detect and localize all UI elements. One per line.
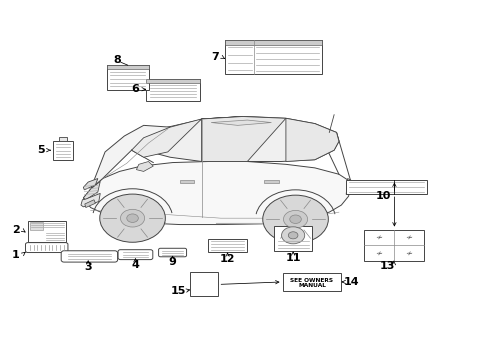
Polygon shape: [131, 116, 338, 161]
Polygon shape: [211, 120, 271, 125]
Circle shape: [287, 232, 297, 239]
Text: 9: 9: [168, 257, 176, 267]
Bar: [273, 226, 312, 251]
Bar: [106, 65, 149, 69]
Bar: [59, 137, 67, 141]
Polygon shape: [136, 161, 153, 171]
Text: 10: 10: [375, 191, 391, 201]
Polygon shape: [180, 180, 194, 183]
Text: 15: 15: [170, 286, 186, 296]
Text: 8: 8: [113, 55, 121, 65]
Bar: [345, 180, 426, 195]
Text: ≁: ≁: [405, 233, 411, 242]
Circle shape: [281, 227, 304, 244]
FancyBboxPatch shape: [118, 250, 152, 260]
Text: 14: 14: [343, 277, 359, 287]
Text: 5: 5: [37, 145, 45, 155]
Circle shape: [120, 209, 144, 227]
Bar: [363, 230, 423, 261]
Polygon shape: [85, 200, 95, 207]
Circle shape: [100, 194, 165, 242]
Text: 1: 1: [12, 250, 20, 260]
Bar: [207, 239, 247, 252]
Bar: [190, 272, 218, 296]
FancyBboxPatch shape: [26, 243, 68, 252]
Circle shape: [289, 215, 301, 223]
Bar: [146, 79, 200, 101]
Text: ≁: ≁: [405, 248, 411, 257]
Bar: [30, 222, 43, 230]
Circle shape: [283, 210, 307, 228]
Polygon shape: [131, 116, 242, 157]
Bar: [225, 40, 321, 74]
Polygon shape: [346, 178, 350, 195]
Circle shape: [126, 214, 138, 222]
Text: ≁: ≁: [375, 233, 382, 242]
Text: 12: 12: [219, 254, 235, 264]
Polygon shape: [81, 193, 100, 207]
Polygon shape: [201, 116, 285, 161]
Polygon shape: [91, 125, 170, 189]
Text: 11: 11: [285, 253, 300, 263]
FancyBboxPatch shape: [61, 251, 117, 262]
Bar: [282, 273, 341, 291]
Polygon shape: [83, 181, 100, 200]
Bar: [225, 40, 321, 45]
Text: 13: 13: [378, 261, 394, 271]
Polygon shape: [83, 178, 98, 190]
Polygon shape: [83, 161, 350, 225]
Circle shape: [262, 195, 328, 243]
Text: ≁: ≁: [375, 248, 382, 257]
Text: 6: 6: [131, 84, 139, 94]
Text: SEE OWNERS: SEE OWNERS: [290, 278, 333, 283]
Text: 3: 3: [84, 262, 92, 272]
Text: MANUAL: MANUAL: [297, 283, 325, 288]
Polygon shape: [264, 180, 278, 183]
Text: 2: 2: [12, 225, 20, 235]
Bar: [146, 79, 200, 83]
Polygon shape: [285, 118, 338, 161]
FancyBboxPatch shape: [158, 248, 186, 257]
Text: 7: 7: [211, 52, 218, 62]
Bar: [28, 221, 66, 242]
Text: 4: 4: [131, 260, 139, 270]
Bar: [53, 141, 73, 160]
Bar: [106, 65, 149, 90]
